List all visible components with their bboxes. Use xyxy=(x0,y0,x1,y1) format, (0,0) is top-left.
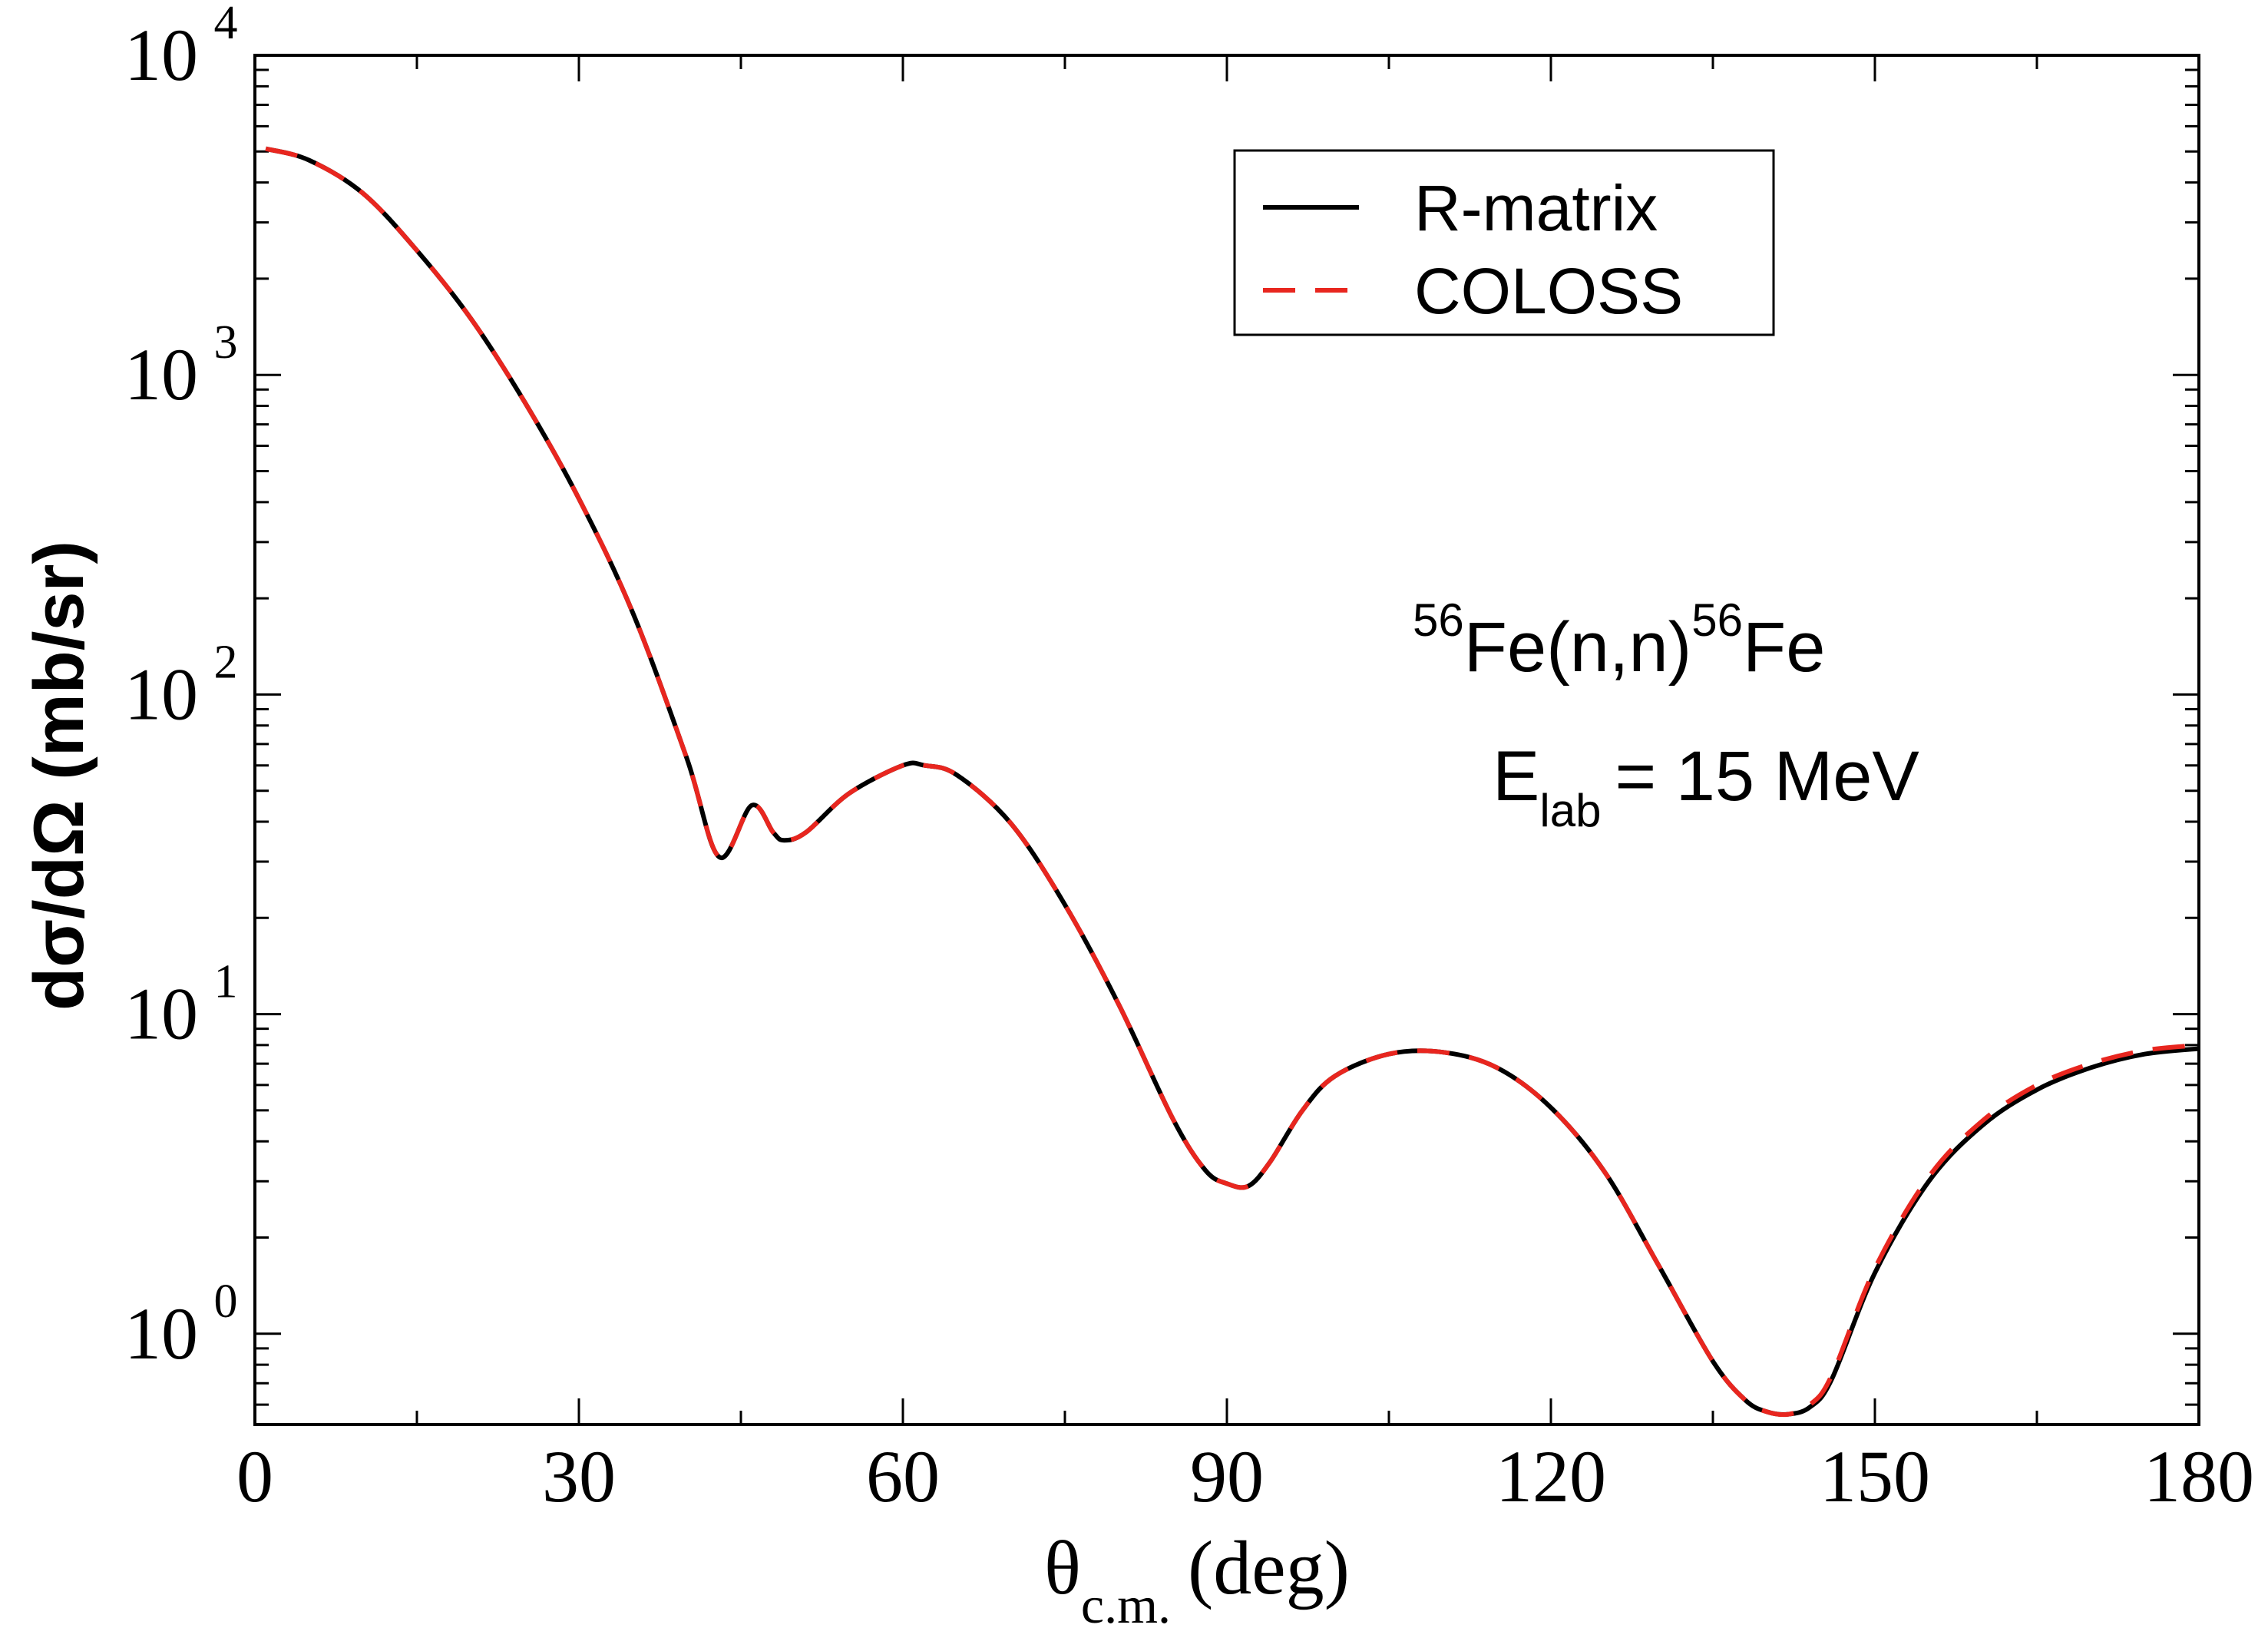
y-tick-label-exponent: 2 xyxy=(214,636,238,688)
reaction-annotation: 56Fe(n,n)56Fe xyxy=(1413,594,1825,687)
x-axis-label-sub: c.m. xyxy=(1081,1576,1171,1634)
tick-labels: 0 30 60 90 120 150 180 10 0 10 1 10 2 10 3 10 4 xyxy=(124,0,2254,1517)
energy-rest: = 15 MeV xyxy=(1615,737,1919,816)
x-tick-label: 120 xyxy=(1496,1435,1606,1517)
reaction-sup-2: 56 xyxy=(1691,594,1743,646)
energy-annotation: Elab = 15 MeV xyxy=(1493,737,1919,836)
legend-label-r-matrix: R-matrix xyxy=(1414,172,1658,244)
x-tick-label: 180 xyxy=(2144,1435,2254,1517)
y-tick-label-exponent: 1 xyxy=(214,956,238,1008)
series-layer xyxy=(265,146,2200,1418)
reaction-middle: Fe(n,n) xyxy=(1464,608,1692,687)
y-tick-label-base: 10 xyxy=(124,973,198,1055)
x-axis-label: θc.m. (deg) xyxy=(1044,1525,1350,1634)
y-tick-label: 10 xyxy=(124,973,198,1055)
y-tick-label-base: 10 xyxy=(124,333,198,415)
x-axis-label-unit: (deg) xyxy=(1188,1525,1350,1610)
x-tick-label: 60 xyxy=(866,1435,940,1517)
energy-sub: lab xyxy=(1539,785,1601,836)
y-tick-label-exponent: 4 xyxy=(214,0,238,49)
x-tick-label: 90 xyxy=(1190,1435,1264,1517)
series-line-coloss xyxy=(265,146,2200,1418)
y-tick-label-exponent: 0 xyxy=(214,1276,238,1328)
x-tick-label: 30 xyxy=(542,1435,616,1517)
y-tick-label-base: 10 xyxy=(124,14,198,96)
energy-main: E xyxy=(1493,737,1539,816)
y-tick-label: 10 xyxy=(124,1292,198,1375)
y-axis-label: dσ/dΩ (mb/sr) xyxy=(20,541,98,1011)
y-tick-label: 10 xyxy=(124,333,198,415)
y-tick-label: 10 xyxy=(124,653,198,735)
y-tick-label-base: 10 xyxy=(124,653,198,735)
y-tick-label-exponent: 3 xyxy=(214,316,238,369)
x-axis-label-main: θ xyxy=(1044,1525,1081,1610)
x-tick-label: 150 xyxy=(1820,1435,1930,1517)
legend-box xyxy=(1233,149,1775,336)
legend: R-matrix COLOSS xyxy=(1233,149,1775,336)
y-tick-label: 10 xyxy=(124,14,198,96)
axis-ticks xyxy=(253,54,2200,1425)
y-tick-label-base: 10 xyxy=(124,1292,198,1375)
legend-label-coloss: COLOSS xyxy=(1414,255,1683,327)
reaction-end: Fe xyxy=(1743,608,1825,687)
x-tick-label: 0 xyxy=(236,1435,273,1517)
reaction-sup-1: 56 xyxy=(1413,594,1464,646)
